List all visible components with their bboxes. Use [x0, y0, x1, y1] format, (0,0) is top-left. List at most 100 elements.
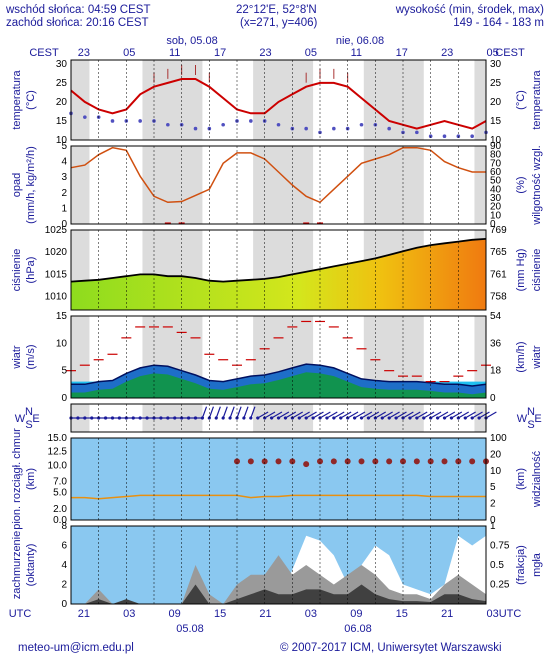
cloud-extent-point [413, 458, 420, 465]
arrow-shaft [416, 411, 428, 419]
arrow-shaft [471, 411, 483, 419]
panel-border-precip [70, 145, 487, 225]
side-label-right: widzialność [531, 450, 543, 508]
precip-tick-left: 4 [61, 157, 67, 168]
cloud-tick-left: 2 [61, 580, 67, 591]
arrow-shaft [458, 411, 470, 419]
pressure-tick-right: 761 [490, 269, 507, 280]
wind-direction-arrow [332, 411, 345, 420]
panel-border-vis [70, 437, 487, 521]
temp-tick-left: 25 [56, 78, 68, 89]
cloud-extent-point [234, 458, 240, 465]
cloud-tick-left: 6 [61, 541, 67, 552]
bottom-hour-label: 15 [214, 608, 226, 620]
coordinates-label: 22°12'E, 52°8'N [236, 4, 317, 16]
wind-direction-arrow [214, 406, 221, 420]
arrow-shaft [423, 411, 435, 419]
vis-tick-left: 0.0 [53, 515, 67, 526]
arrow-shaft [305, 411, 317, 419]
night-band [253, 404, 314, 432]
cloud-extent-point [400, 458, 406, 465]
cloud-extent-point [372, 458, 379, 465]
arrow-head [214, 416, 218, 420]
night-band [363, 60, 424, 140]
compass-w-left: W [15, 413, 26, 425]
cloud-extent-point [303, 461, 310, 468]
compass-s-right: S [527, 419, 534, 431]
cloud-extent-point [275, 458, 282, 465]
dewpoint-point [166, 122, 170, 127]
temp-tick-left: 20 [56, 97, 68, 108]
arrow-head [325, 416, 329, 420]
contact-email[interactable]: meteo-um@icm.edu.pl [18, 642, 134, 654]
cloud-tick-left: 8 [61, 521, 67, 532]
side-unit-left: (oktanty) [25, 544, 37, 587]
arrow-head [117, 416, 122, 420]
compass-w-right: W [517, 413, 528, 425]
arrow-shaft [278, 411, 290, 419]
arrow-shaft [347, 411, 359, 419]
dewpoint-point [470, 134, 474, 138]
side-label-right: temperatura [531, 69, 543, 129]
wind-tick-right: 18 [490, 366, 502, 377]
side-unit-right: (mm Hg) [515, 249, 527, 292]
low-cloud-area [71, 584, 486, 604]
dewpoint-point [332, 126, 336, 131]
night-band [474, 146, 486, 224]
sunset-label: zachód słońca: 20:16 CEST [6, 17, 149, 29]
wind-direction-arrow [477, 411, 490, 420]
compass-s-left: S [25, 419, 32, 431]
side-unit-left: (m/s) [25, 344, 37, 369]
dewpoint-point [276, 122, 281, 127]
pressure-tick-left: 1020 [45, 247, 68, 258]
arrow-head [269, 416, 274, 420]
bottom-hour-label: 21 [441, 608, 453, 620]
bottom-date2: 06.08 [344, 623, 372, 635]
wind-direction-arrow [276, 411, 290, 420]
arrow-head [193, 416, 198, 420]
compass-n-left: N [25, 406, 33, 418]
temp-tick-left: 30 [56, 59, 68, 70]
side-label-left: wiatr [11, 345, 23, 370]
wind-direction-arrow [408, 411, 421, 420]
cloud-extent-point [455, 458, 462, 465]
arrow-head [221, 416, 225, 420]
dewpoint-point [110, 119, 115, 123]
vis-tick-left: 12.5 [48, 447, 68, 458]
top-tz-left: CEST [29, 47, 59, 59]
arrow-head [422, 416, 426, 420]
precip-bar [164, 222, 171, 224]
dewpoint-point [138, 119, 142, 123]
side-label-left: opad [11, 173, 23, 197]
panel-border-wind [70, 315, 487, 399]
dewpoint-point [221, 122, 225, 127]
arrow-head [145, 416, 149, 420]
cloud-extent-point [330, 458, 337, 465]
arrow-head [110, 416, 115, 420]
top-hour-label: 17 [214, 47, 226, 59]
pressure-line [70, 238, 487, 283]
cloud-extent-point [317, 458, 323, 465]
precip-tick-left: 1 [61, 203, 67, 214]
arrow-shaft [319, 411, 331, 419]
temp-tick-right: 10 [490, 135, 502, 146]
pressure-tick-right: 769 [490, 225, 507, 236]
arrow-head [297, 416, 301, 420]
cloud-extent-point [386, 458, 393, 465]
wind-tick-left: 10 [56, 338, 68, 349]
compass-e-left: E [32, 413, 39, 425]
night-band [474, 316, 486, 398]
dewpoint-point [249, 119, 253, 123]
sunrise-label: wschód słońca: 04:59 CEST [6, 4, 151, 16]
arrow-head [83, 416, 87, 420]
cloud-extent-point [289, 458, 296, 465]
side-unit-left: (°C) [25, 90, 37, 110]
fog-tick-right: 0.75 [490, 541, 510, 552]
arrow-shaft [478, 411, 490, 419]
humidity-tick-right: 60 [490, 167, 502, 178]
arrow-shaft [388, 411, 400, 419]
arrow-head [359, 416, 364, 420]
top-hour-label: 23 [441, 47, 453, 59]
cloud-extent-point [441, 458, 448, 465]
